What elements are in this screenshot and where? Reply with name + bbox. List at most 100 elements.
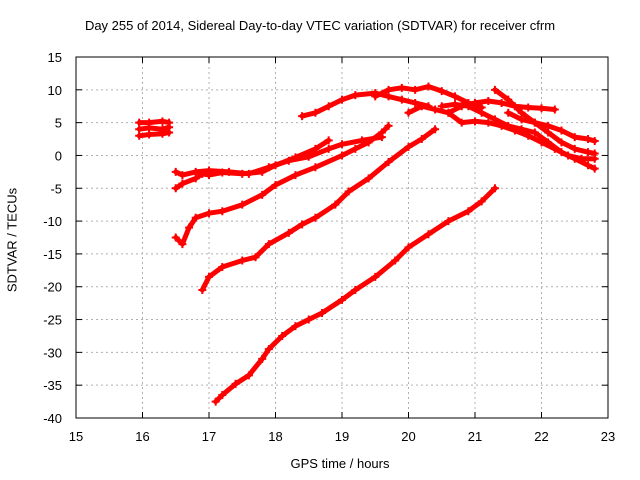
data-point-marker — [431, 105, 440, 114]
data-point-marker — [584, 148, 593, 157]
data-point-marker — [251, 253, 260, 262]
data-point-marker — [471, 98, 479, 107]
series-arc-o — [504, 108, 599, 146]
data-point-marker — [524, 103, 533, 112]
data-point-marker — [291, 171, 300, 180]
data-point-marker — [351, 286, 360, 295]
data-point-marker — [238, 169, 247, 178]
data-point-marker — [298, 220, 307, 229]
series-arc-b — [135, 123, 174, 134]
data-point-marker — [530, 128, 539, 137]
data-point-marker — [484, 118, 493, 127]
data-point-marker — [404, 108, 413, 117]
series-trace — [299, 90, 431, 119]
data-point-marker — [557, 126, 566, 135]
y-tick-label: -20 — [43, 280, 62, 295]
data-point-marker — [397, 83, 406, 92]
data-point-marker — [537, 104, 546, 113]
data-point-marker — [271, 161, 280, 170]
data-point-marker — [570, 133, 579, 142]
chart-title: Day 255 of 2014, Sidereal Day-to-day VTE… — [84, 18, 556, 33]
data-point-marker — [417, 102, 426, 111]
data-point-marker — [298, 112, 307, 121]
data-point-marker — [371, 272, 380, 281]
data-point-marker — [550, 105, 559, 114]
series-arc-f — [171, 121, 393, 249]
data-point-marker — [490, 85, 499, 94]
data-point-marker — [504, 108, 513, 117]
data-point-marker — [437, 102, 446, 111]
series-trace — [173, 134, 385, 178]
y-tick-label: -35 — [43, 378, 62, 393]
data-point-marker — [311, 163, 320, 172]
data-point-marker — [557, 138, 566, 147]
data-point-marker — [218, 207, 227, 216]
data-point-marker — [205, 209, 213, 218]
data-point-marker — [191, 174, 200, 183]
data-point-marker — [311, 213, 320, 222]
data-point-marker — [135, 131, 144, 140]
data-point-marker — [537, 138, 546, 147]
data-point-marker — [504, 95, 513, 104]
data-point-marker — [364, 174, 373, 183]
data-point-marker — [424, 82, 433, 91]
series-trace — [173, 123, 391, 247]
data-point-marker — [497, 98, 506, 107]
data-point-marker — [444, 108, 453, 117]
data-point-marker — [590, 137, 599, 146]
x-tick-label: 23 — [601, 429, 615, 444]
data-point-marker — [544, 121, 553, 130]
data-point-marker — [211, 397, 220, 406]
data-point-marker — [158, 129, 167, 138]
data-point-marker — [338, 95, 346, 104]
data-point-marker — [391, 256, 400, 265]
data-point-marker — [584, 135, 593, 144]
data-point-marker — [351, 91, 360, 100]
y-tick-label: -25 — [43, 313, 62, 328]
data-point-marker — [271, 180, 280, 189]
data-point-marker — [324, 102, 333, 111]
data-point-marker — [318, 308, 327, 317]
data-point-marker — [484, 96, 493, 105]
series-arc-a — [135, 117, 174, 127]
data-point-marker — [564, 151, 573, 160]
data-point-marker — [218, 263, 227, 272]
data-point-marker — [570, 144, 579, 153]
series-arc-n — [490, 85, 599, 158]
data-point-marker — [171, 184, 180, 193]
series-trace — [173, 137, 332, 191]
y-tick-label: -40 — [43, 411, 62, 426]
y-tick-label: 0 — [55, 148, 62, 163]
data-point-marker — [264, 240, 273, 249]
data-point-marker — [238, 200, 247, 209]
data-point-marker — [344, 187, 353, 196]
x-tick-label: 20 — [401, 429, 415, 444]
data-point-marker — [590, 149, 599, 158]
data-point-marker — [178, 171, 187, 180]
data-point-marker — [324, 136, 333, 145]
x-tick-label: 16 — [135, 429, 149, 444]
x-axis-label: GPS time / hours — [290, 456, 390, 471]
data-point-marker — [218, 391, 227, 400]
data-point-marker — [424, 230, 433, 239]
data-point-marker — [284, 228, 293, 237]
data-point-marker — [384, 85, 393, 94]
data-point-marker — [371, 92, 380, 101]
data-point-marker — [464, 207, 473, 216]
series-arc-g — [198, 125, 440, 295]
data-point-marker — [331, 200, 340, 209]
data-point-marker — [205, 171, 213, 180]
y-tick-label: 15 — [48, 50, 62, 65]
y-tick-label: -30 — [43, 345, 62, 360]
data-point-marker — [437, 87, 446, 96]
y-tick-label: -10 — [43, 214, 62, 229]
data-point-marker — [517, 115, 526, 124]
data-point-marker — [291, 153, 300, 162]
data-point-marker — [590, 164, 599, 173]
series-trace — [199, 126, 438, 293]
data-point-marker — [411, 98, 420, 107]
data-point-marker — [451, 100, 460, 109]
x-tick-label: 17 — [202, 429, 216, 444]
data-point-marker — [584, 161, 593, 170]
series-arc-i — [298, 89, 433, 121]
